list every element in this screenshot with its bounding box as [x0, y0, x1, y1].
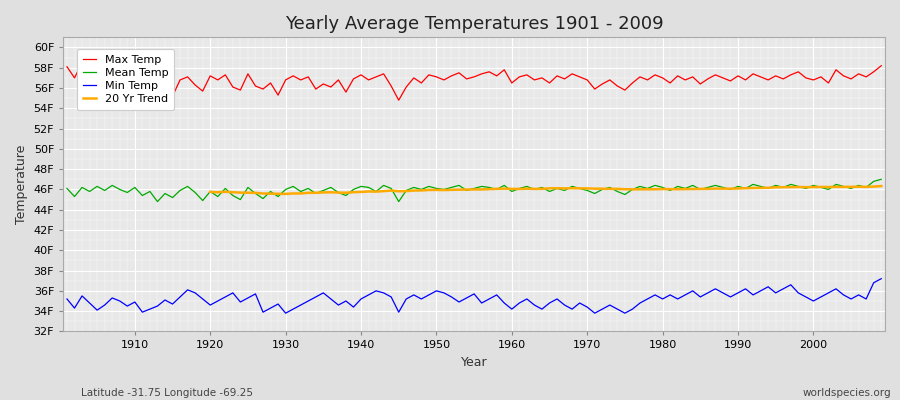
Min Temp	[295, 303, 306, 308]
Max Temp	[76, 60, 87, 65]
Mean Temp	[61, 186, 72, 191]
Max Temp	[876, 63, 886, 68]
Min Temp	[122, 304, 132, 308]
Max Temp	[612, 84, 623, 88]
Max Temp	[302, 74, 313, 79]
X-axis label: Year: Year	[461, 356, 488, 369]
Min Temp	[340, 298, 351, 303]
Text: worldspecies.org: worldspecies.org	[803, 388, 891, 398]
Mean Temp	[340, 193, 351, 198]
Mean Temp	[122, 190, 132, 195]
Title: Yearly Average Temperatures 1901 - 2009: Yearly Average Temperatures 1901 - 2009	[284, 15, 663, 33]
20 Yr Trend	[853, 184, 864, 189]
Max Temp	[130, 92, 140, 96]
Max Temp	[514, 74, 525, 79]
Max Temp	[348, 76, 359, 81]
Mean Temp	[876, 177, 886, 182]
20 Yr Trend	[302, 190, 313, 195]
Min Temp	[507, 307, 517, 312]
Min Temp	[61, 296, 72, 301]
Line: 20 Yr Trend: 20 Yr Trend	[211, 186, 881, 194]
20 Yr Trend	[416, 188, 427, 193]
Max Temp	[152, 98, 163, 103]
Y-axis label: Temperature: Temperature	[15, 145, 28, 224]
Min Temp	[876, 276, 886, 281]
Min Temp	[280, 311, 291, 316]
20 Yr Trend	[786, 185, 796, 190]
20 Yr Trend	[280, 192, 291, 196]
Mean Temp	[152, 199, 163, 204]
Mean Temp	[514, 186, 525, 191]
Min Temp	[605, 303, 616, 308]
20 Yr Trend	[680, 187, 690, 192]
Line: Max Temp: Max Temp	[67, 63, 881, 100]
Legend: Max Temp, Mean Temp, Min Temp, 20 Yr Trend: Max Temp, Mean Temp, Min Temp, 20 Yr Tre…	[77, 49, 174, 110]
20 Yr Trend	[876, 184, 886, 188]
20 Yr Trend	[205, 190, 216, 194]
Max Temp	[521, 72, 532, 77]
Mean Temp	[295, 189, 306, 194]
Mean Temp	[605, 185, 616, 190]
Text: Latitude -31.75 Longitude -69.25: Latitude -31.75 Longitude -69.25	[81, 388, 253, 398]
Min Temp	[514, 301, 525, 306]
20 Yr Trend	[770, 185, 781, 190]
Line: Min Temp: Min Temp	[67, 279, 881, 313]
Line: Mean Temp: Mean Temp	[67, 179, 881, 202]
Mean Temp	[507, 189, 517, 194]
Max Temp	[61, 64, 72, 69]
